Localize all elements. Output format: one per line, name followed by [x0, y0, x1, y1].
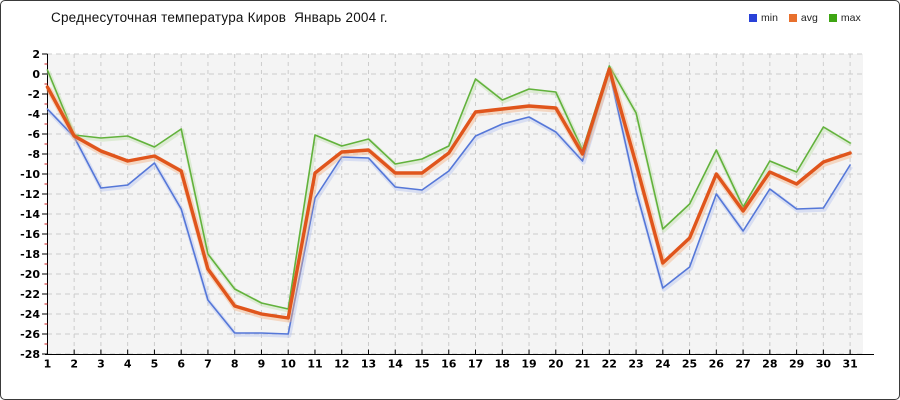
x-tick-label: 30 [816, 358, 832, 371]
x-tick-label: 18 [495, 358, 510, 371]
legend-label-min: min [761, 12, 778, 24]
legend-label-avg: avg [800, 12, 818, 24]
x-tick-label: 6 [177, 358, 185, 371]
x-tick-label: 5 [151, 358, 159, 371]
x-tick-label: 17 [468, 358, 483, 371]
series-avg-line [45, 67, 852, 320]
x-tick-label: 16 [441, 358, 457, 371]
x-tick-label: 27 [735, 358, 750, 371]
y-tick-label: -24 [20, 308, 40, 321]
y-tick-label: -28 [20, 348, 40, 361]
x-tick-label: 23 [628, 358, 643, 371]
legend-swatch-avg-icon [788, 14, 797, 22]
x-tick-label: 15 [414, 358, 429, 371]
x-tick-label: 1 [44, 358, 52, 371]
y-tick-label: -12 [20, 188, 40, 201]
x-tick-label: 13 [361, 358, 376, 371]
x-tick-label: 8 [231, 358, 239, 371]
y-tick-label: -10 [20, 168, 40, 181]
legend: min avg max [749, 12, 861, 24]
x-tick-label: 25 [682, 358, 697, 371]
plot-background [47, 54, 863, 354]
x-tick-label: 24 [655, 358, 671, 371]
y-tick-label: -6 [28, 128, 41, 141]
y-tick-label: -20 [20, 268, 40, 281]
x-tick-label: 31 [842, 358, 857, 371]
y-tick-label: -2 [28, 88, 40, 101]
x-tick-label: 26 [709, 358, 725, 371]
legend-swatch-max-icon [828, 14, 837, 22]
y-tick-label: -16 [20, 228, 40, 241]
x-tick-label: 29 [789, 358, 804, 371]
x-tick-label: 22 [602, 358, 617, 371]
x-tick-label: 4 [124, 358, 132, 371]
legend-label-max: max [840, 12, 861, 24]
x-tick-label: 11 [307, 358, 322, 371]
legend-item-max: max [828, 12, 861, 24]
x-tick-label: 21 [575, 358, 590, 371]
x-tick-label: 19 [521, 358, 536, 371]
x-tick-label: 28 [762, 358, 777, 371]
series-max-line [46, 65, 851, 310]
y-tick-label: -4 [28, 108, 41, 121]
legend-swatch-min-icon [749, 14, 757, 22]
legend-item-min: min [749, 12, 778, 24]
x-tick-label: 3 [97, 358, 105, 371]
y-tick-label: -8 [28, 148, 40, 161]
y-tick-label: -18 [20, 248, 40, 261]
x-tick-label: 12 [334, 358, 349, 371]
y-tick-label: -14 [20, 208, 40, 221]
x-tick-label: 10 [281, 358, 297, 371]
legend-item-avg: avg [788, 12, 818, 24]
y-tick-label: -22 [20, 288, 40, 301]
x-tick-label: 2 [70, 358, 78, 371]
x-tick-label: 9 [258, 358, 266, 371]
x-tick-label: 7 [204, 358, 212, 371]
x-tick-label: 14 [388, 358, 404, 371]
x-tick-label: 20 [548, 358, 564, 371]
y-tick-label: -26 [20, 328, 40, 341]
chart-title: Среднесуточная температура Киров Январь … [51, 10, 388, 25]
y-tick-label: 2 [32, 48, 40, 61]
y-tick-label: 0 [32, 68, 40, 81]
series-min-line [46, 70, 851, 335]
